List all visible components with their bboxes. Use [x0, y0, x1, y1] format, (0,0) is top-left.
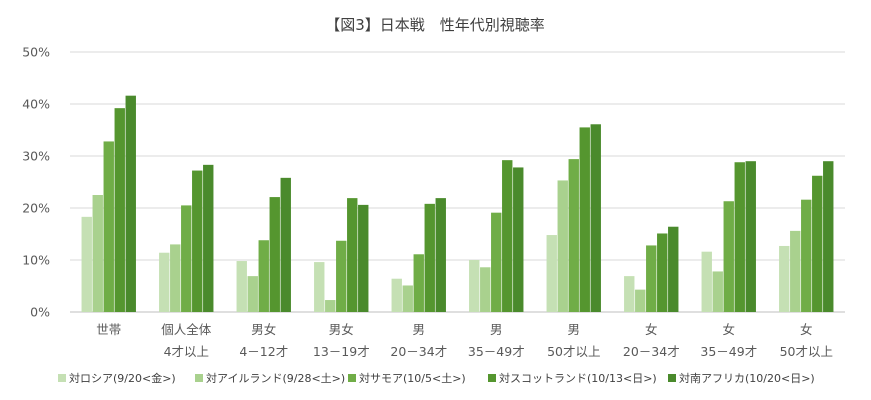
x-tick-label: 個人全体	[161, 322, 212, 337]
y-tick-label: 10%	[22, 253, 50, 268]
bars	[81, 95, 834, 313]
legend-label: 対アイルランド(9/28<土>)	[206, 371, 345, 385]
x-tick-label: 男	[490, 322, 503, 337]
legend-swatch	[668, 374, 676, 382]
legend-swatch	[58, 374, 66, 382]
bar	[568, 159, 579, 312]
bar	[402, 285, 413, 312]
bar	[469, 260, 480, 312]
bar	[668, 226, 679, 312]
y-tick-label: 20%	[22, 201, 50, 216]
bar	[125, 95, 136, 313]
chart-title: 【図3】日本戦 性年代別視聴率	[325, 16, 545, 34]
legend-label: 対南アフリカ(10/20<日>)	[679, 371, 815, 385]
bar	[314, 262, 325, 312]
bar	[513, 167, 524, 312]
legend-swatch	[488, 374, 496, 382]
bar	[247, 276, 258, 312]
y-tick-label: 0%	[30, 305, 50, 320]
bar	[823, 161, 834, 312]
x-tick-label: 50才以上	[547, 344, 600, 359]
x-tick-label: 男	[568, 322, 581, 337]
bar	[424, 203, 435, 312]
bar	[435, 198, 446, 312]
x-tick-label: 女	[645, 322, 658, 337]
x-tick-label: 35－49才	[468, 344, 525, 359]
bar	[624, 276, 635, 312]
bar	[269, 197, 280, 312]
bar	[646, 245, 657, 312]
x-axis-tick-labels: 世帯 個人全体4才以上男女4－12才男女13－19才男20－34才男35－49才男…	[96, 322, 833, 359]
legend-label: 対スコットランド(10/13<日>)	[499, 371, 657, 385]
bar	[181, 205, 192, 312]
legend-swatch	[348, 374, 356, 382]
bar	[557, 180, 568, 312]
x-tick-label: 世帯	[96, 322, 121, 337]
x-tick-label: 35－49才	[700, 344, 757, 359]
legend-item: 対アイルランド(9/28<土>)	[195, 371, 345, 385]
bar	[236, 261, 247, 312]
x-tick-label: 13－19才	[313, 344, 370, 359]
bar	[103, 141, 114, 312]
y-tick-label: 30%	[22, 149, 50, 164]
bar	[114, 108, 125, 312]
bar	[701, 251, 712, 312]
bar	[657, 233, 668, 312]
bar	[779, 245, 790, 312]
x-tick-label: 4－12才	[239, 344, 288, 359]
legend-item: 対サモア(10/5<土>)	[348, 371, 466, 385]
bar	[491, 212, 502, 312]
bar	[801, 199, 812, 312]
bar	[192, 170, 203, 312]
bar	[170, 244, 181, 312]
legend-item: 対スコットランド(10/13<日>)	[488, 371, 657, 385]
y-tick-label: 40%	[22, 97, 50, 112]
bar	[723, 201, 734, 312]
bar	[159, 252, 170, 312]
bar	[734, 162, 745, 312]
bar	[347, 198, 358, 312]
bar	[391, 278, 402, 312]
bar	[480, 267, 491, 312]
legend-item: 対南アフリカ(10/20<日>)	[668, 371, 815, 385]
bar	[579, 127, 590, 313]
bar	[258, 240, 269, 312]
bar	[712, 271, 723, 312]
x-tick-label: 女	[800, 322, 813, 337]
bar	[203, 164, 214, 312]
x-tick-label: 50才以上	[780, 344, 833, 359]
x-tick-label: 女	[723, 322, 736, 337]
legend-label: 対ロシア(9/20<金>)	[69, 371, 176, 385]
y-tick-label: 50%	[22, 45, 50, 60]
bar	[92, 195, 103, 312]
bar	[635, 289, 646, 312]
bar	[546, 235, 557, 312]
x-tick-label: 20－34才	[623, 344, 680, 359]
x-tick-label: 男女	[251, 322, 276, 337]
y-axis-tick-labels: 0% 10% 20% 30% 40% 50%	[22, 45, 50, 320]
bar	[358, 204, 369, 312]
legend: 対ロシア(9/20<金>) 対アイルランド(9/28<土>) 対サモア(10/5<土…	[58, 371, 815, 385]
bar	[745, 161, 756, 312]
bar	[336, 240, 347, 312]
bar	[812, 175, 823, 312]
x-tick-label: 男女	[329, 322, 354, 337]
bar	[590, 124, 601, 312]
x-tick-label: 20－34才	[390, 344, 447, 359]
x-tick-label: 4才以上	[164, 344, 209, 359]
legend-item: 対ロシア(9/20<金>)	[58, 371, 176, 385]
bar	[790, 230, 801, 312]
x-tick-label: 男	[413, 322, 426, 337]
bar	[325, 300, 336, 312]
bar	[280, 177, 291, 312]
legend-swatch	[195, 374, 203, 382]
bar	[502, 160, 513, 312]
bar	[81, 216, 92, 312]
bar	[413, 254, 424, 312]
legend-label: 対サモア(10/5<土>)	[359, 371, 466, 385]
